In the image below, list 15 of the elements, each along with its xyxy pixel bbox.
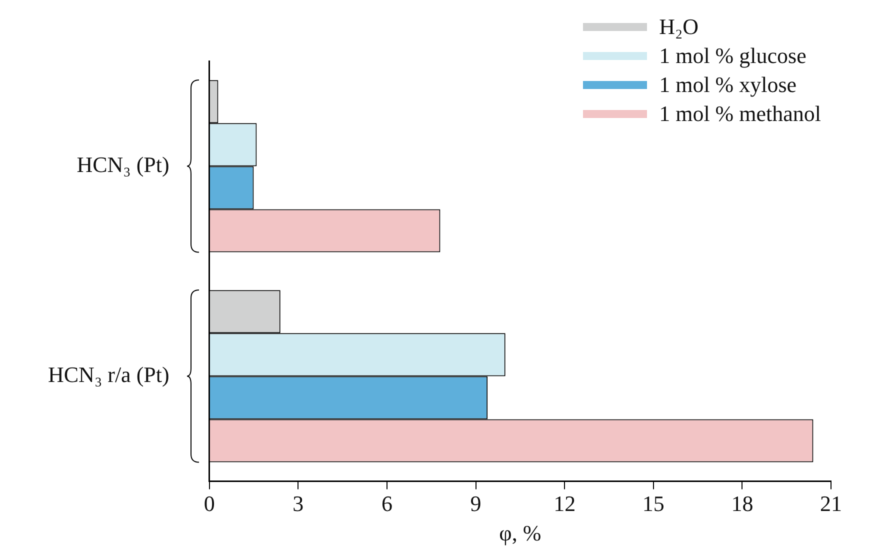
x-tick-label: 9 [470, 491, 482, 516]
x-tick-label: 12 [554, 491, 576, 516]
legend-label: 1 mol % xylose [659, 71, 797, 99]
x-tick-label: 18 [731, 491, 754, 516]
legend-label: H₂O [659, 13, 699, 41]
x-tick-label: 21 [820, 491, 842, 516]
legend-label: 1 mol % methanol [659, 100, 821, 128]
y-tick-label: HCN₃ (Pt) [76, 152, 170, 177]
x-tick-label: 6 [381, 491, 392, 516]
y-tick-label: HCN₃ r/a (Pt) [48, 362, 170, 387]
x-axis-title: φ, % [499, 520, 542, 546]
legend-label: 1 mol % glucose [659, 42, 806, 70]
x-tick-label: 15 [642, 491, 664, 516]
x-tick-label: 0 [204, 491, 215, 516]
x-tick-label: 3 [292, 491, 304, 516]
